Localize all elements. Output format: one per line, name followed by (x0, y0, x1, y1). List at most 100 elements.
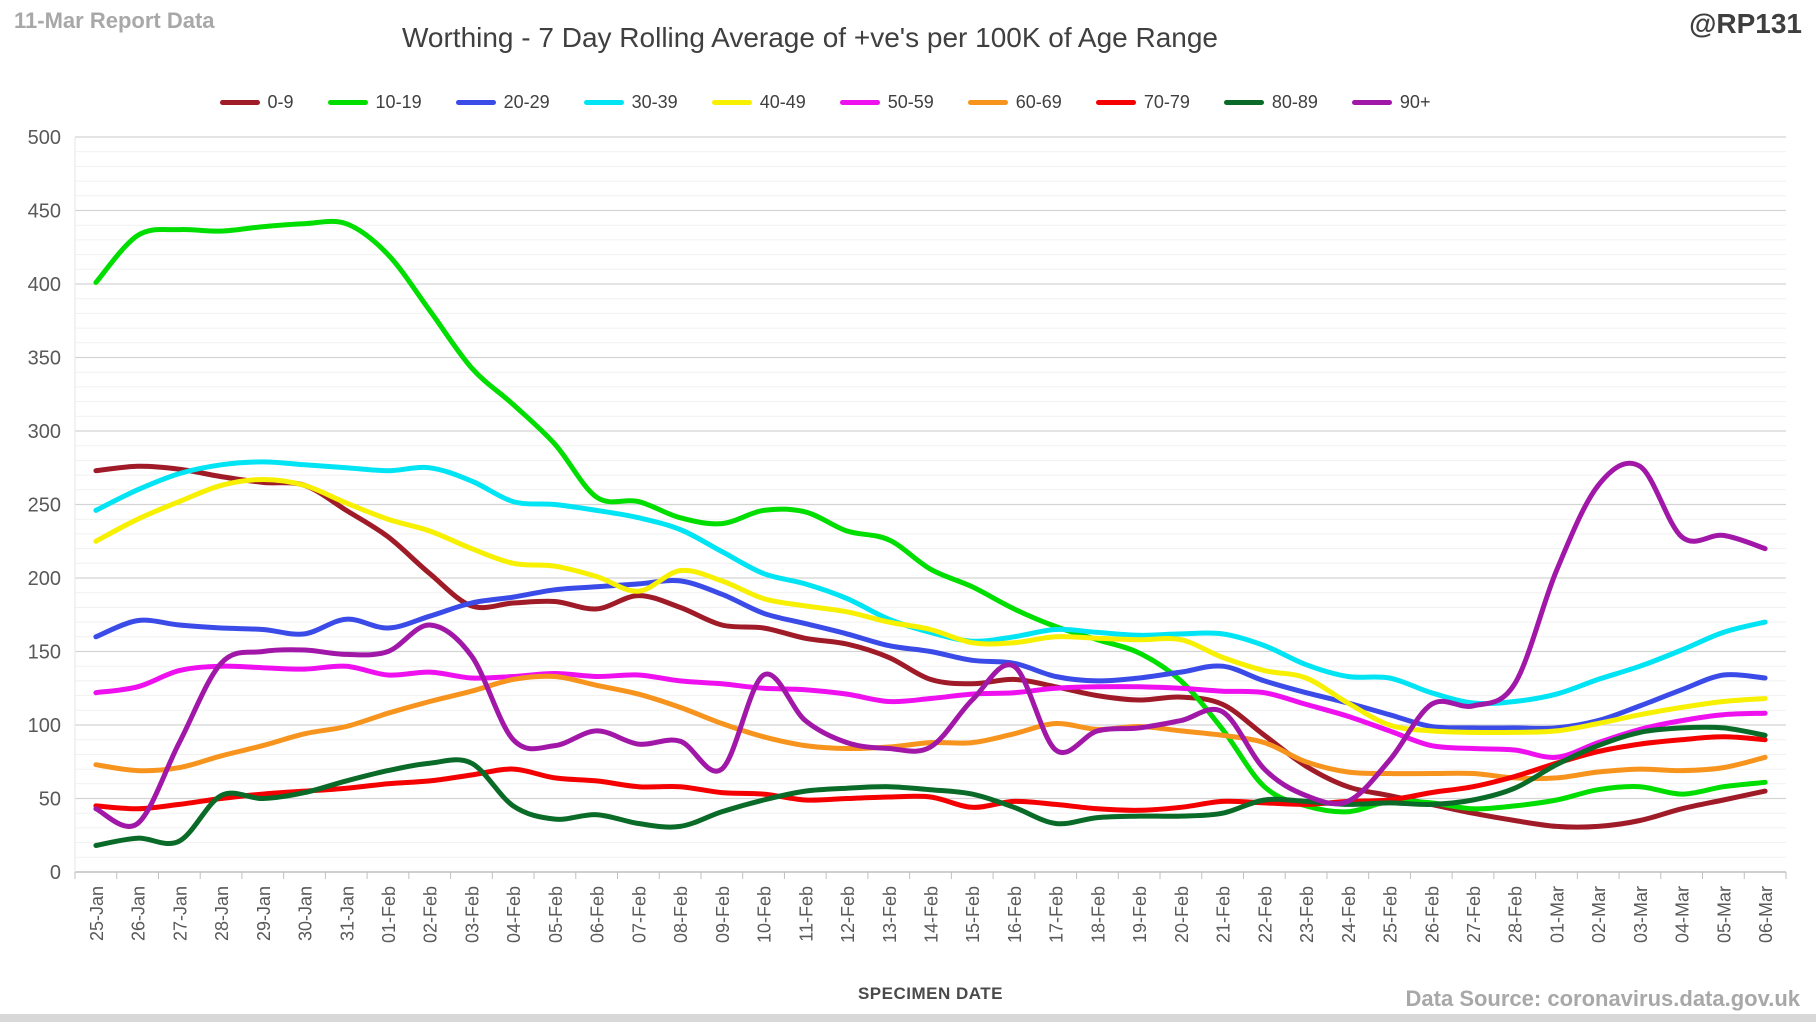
legend-item-label: 90+ (1399, 92, 1431, 112)
series-line-70-79 (93, 734, 1768, 813)
legend-swatch-icon (583, 100, 624, 105)
x-axis-tick-label: 25-Feb (1381, 886, 1401, 943)
series-line-60-69 (93, 673, 1768, 782)
x-axis-tick-label: 28-Feb (1506, 886, 1526, 943)
x-axis-tick-label: 26-Feb (1422, 886, 1442, 943)
x-axis-tick-label: 03-Feb (462, 886, 482, 943)
legend-item-90+[interactable]: 90+ (1351, 92, 1431, 113)
x-axis-tick-label: 29-Jan (254, 886, 274, 941)
x-axis-tick-label: 13-Feb (880, 886, 900, 943)
y-axis-tick-label: 100 (28, 715, 61, 737)
x-axis-tick-label: 28-Jan (212, 886, 232, 941)
y-axis-tick-label: 300 (28, 421, 61, 443)
x-axis-tick-label: 08-Feb (671, 886, 691, 943)
x-axis-tick-label: 31-Jan (337, 886, 357, 941)
x-axis-tick-label: 06-Feb (588, 886, 608, 943)
y-axis-tick-label: 350 (28, 348, 61, 370)
legend-swatch-icon (327, 100, 368, 105)
legend-swatch-icon (455, 100, 496, 105)
y-axis-tick-label: 0 (50, 862, 61, 884)
legend-swatch-icon (1223, 100, 1264, 105)
legend-item-label: 10-19 (375, 92, 422, 112)
series-line-40-49 (93, 477, 1768, 736)
x-axis-tick-label: 16-Feb (1005, 886, 1025, 943)
x-axis-tick-label: 02-Feb (421, 886, 441, 943)
y-axis-tick-label: 400 (28, 274, 61, 296)
y-axis-tick-label: 450 (28, 201, 61, 223)
author-handle: @RP131 (1689, 8, 1802, 39)
x-axis-title: SPECIMEN DATE (857, 984, 1004, 1003)
x-axis-tick-label: 04-Mar (1673, 886, 1693, 943)
x-axis-tick-label: 30-Jan (296, 886, 316, 941)
bottom-strip (0, 1014, 1816, 1022)
series-line-90+ (93, 460, 1768, 829)
x-axis-tick-label: 02-Mar (1589, 886, 1609, 943)
legend-item-label: 50-59 (887, 92, 934, 112)
x-axis-tick-label: 22-Feb (1255, 886, 1275, 943)
x-axis-tick-label: 19-Feb (1130, 886, 1150, 943)
x-axis-tick-label: 10-Feb (755, 886, 775, 943)
legend-item-label: 60-69 (1015, 92, 1062, 112)
series-line-80-89 (93, 724, 1768, 848)
x-axis-tick-label: 25-Jan (87, 886, 107, 941)
series-line-0-9 (93, 463, 1768, 830)
x-axis-tick-label: 26-Jan (129, 886, 149, 941)
legend-item-50-59[interactable]: 50-59 (839, 92, 934, 113)
x-axis-tick-label: 20-Feb (1172, 886, 1192, 943)
x-axis-tick-label: 12-Feb (838, 886, 858, 943)
legend-swatch-icon (711, 100, 752, 105)
y-axis-tick-label: 150 (28, 642, 61, 664)
x-axis-tick-label: 07-Feb (629, 886, 649, 943)
x-axis-tick-label: 09-Feb (713, 886, 733, 943)
legend-item-label: 0-9 (267, 92, 294, 112)
legend-item-label: 80-89 (1271, 92, 1318, 112)
y-axis-tick-label: 200 (28, 568, 61, 590)
x-axis-tick-label: 05-Mar (1714, 886, 1734, 943)
y-axis-tick-label: 50 (39, 789, 61, 811)
y-axis-tick-label: 500 (28, 127, 61, 149)
x-axis-tick-label: 05-Feb (546, 886, 566, 943)
x-axis-tick-label: 27-Feb (1464, 886, 1484, 943)
legend-item-10-19[interactable]: 10-19 (327, 92, 422, 113)
legend-swatch-icon (1351, 100, 1392, 105)
legend-item-label: 40-49 (759, 92, 806, 112)
legend-swatch-icon (1095, 100, 1136, 105)
legend-item-30-39[interactable]: 30-39 (583, 92, 678, 113)
data-source-label: Data Source: coronavirus.data.gov.uk (1405, 986, 1800, 1011)
legend-swatch-icon (839, 100, 880, 105)
series-line-50-59 (93, 663, 1768, 760)
legend-item-80-89[interactable]: 80-89 (1223, 92, 1318, 113)
report-date-label: 11-Mar Report Data (14, 8, 215, 33)
y-axis-tick-label: 250 (28, 495, 61, 517)
legend-swatch-icon (219, 100, 260, 105)
x-axis-tick-label: 11-Feb (796, 886, 816, 942)
x-axis-tick-label: 17-Feb (1047, 886, 1067, 943)
x-axis-tick-label: 03-Mar (1631, 886, 1651, 943)
legend-item-label: 20-29 (503, 92, 550, 112)
x-axis-tick-label: 23-Feb (1297, 886, 1317, 943)
legend-item-60-69[interactable]: 60-69 (967, 92, 1062, 113)
legend-item-label: 30-39 (631, 92, 678, 112)
x-axis-tick-label: 14-Feb (922, 886, 942, 943)
x-axis-tick-label: 21-Feb (1214, 886, 1234, 943)
x-axis-tick-label: 06-Mar (1756, 886, 1776, 943)
legend-swatch-icon (967, 100, 1008, 105)
legend-item-70-79[interactable]: 70-79 (1095, 92, 1190, 113)
x-axis-tick-label: 24-Feb (1339, 886, 1359, 943)
x-axis-tick-label: 04-Feb (504, 886, 524, 943)
legend-item-40-49[interactable]: 40-49 (711, 92, 806, 113)
series-line-20-29 (93, 577, 1768, 731)
series-line-10-19 (93, 218, 1768, 815)
legend-item-label: 70-79 (1143, 92, 1190, 112)
legend-item-20-29[interactable]: 20-29 (455, 92, 550, 113)
legend-item-0-9[interactable]: 0-9 (219, 92, 294, 113)
x-axis-tick-label: 27-Jan (170, 886, 190, 941)
x-axis-tick-label: 15-Feb (963, 886, 983, 943)
chart-title: Worthing - 7 Day Rolling Average of +ve'… (401, 22, 1219, 53)
legend: 0-9 10-19 20-29 30-39 40-49 50-59 60-69 70-79 80… (75, 92, 1575, 113)
x-axis-tick-label: 18-Feb (1088, 886, 1108, 943)
x-axis-tick-label: 01-Mar (1547, 886, 1567, 943)
x-axis-tick-label: 01-Feb (379, 886, 399, 943)
